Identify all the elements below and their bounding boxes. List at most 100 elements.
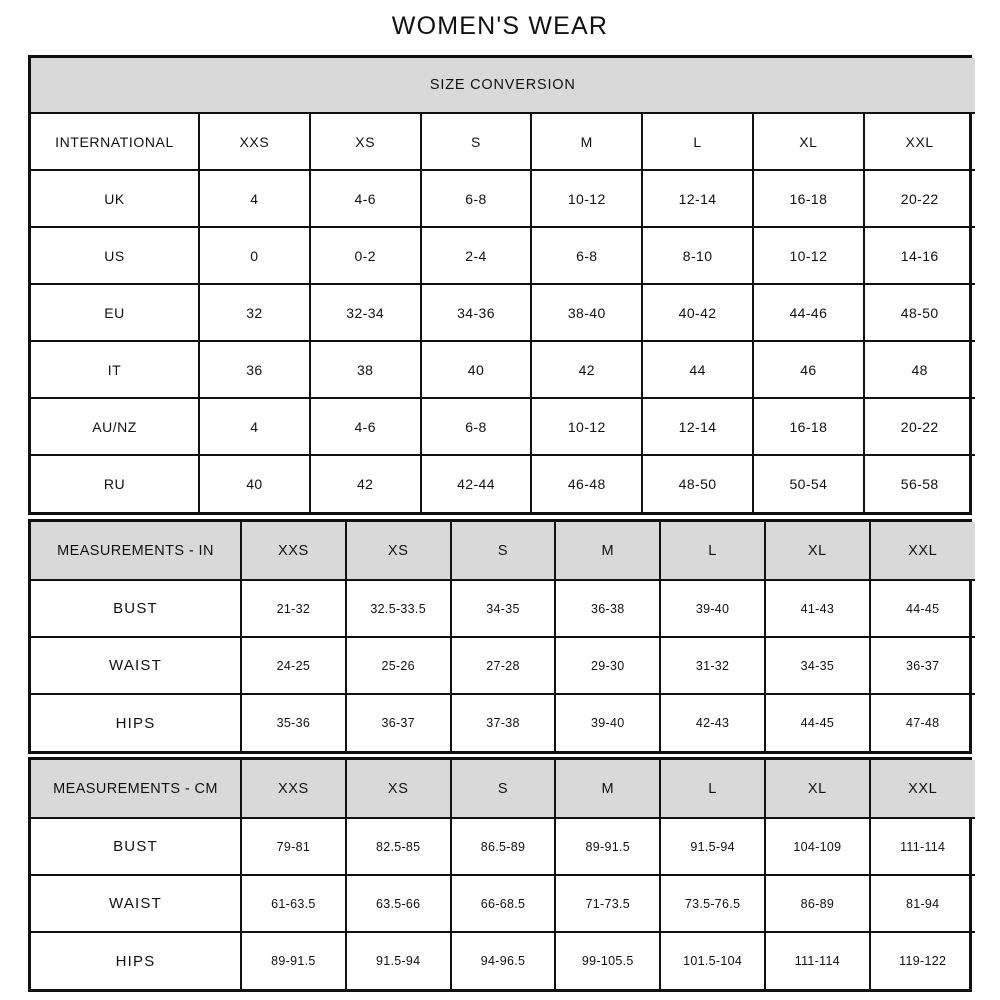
cell: 44-45 xyxy=(868,579,975,638)
cell: 40 xyxy=(198,454,311,512)
cell: 10-12 xyxy=(530,169,644,228)
column-header-s: S xyxy=(449,522,557,581)
cell: 119-122 xyxy=(868,931,975,989)
cell: 94-96.5 xyxy=(449,931,557,989)
cell: 36-37 xyxy=(344,693,452,751)
table-row: IT 36 38 40 42 44 46 48 xyxy=(31,340,975,399)
column-header-l: L xyxy=(641,112,754,171)
header-measurements-cm: MEASUREMENTS - CM xyxy=(31,760,242,819)
column-header-xxl: XXL xyxy=(868,760,975,819)
table-row: WAIST 24-25 25-26 27-28 29-30 31-32 34-3… xyxy=(31,636,975,695)
cell: 82.5-85 xyxy=(344,817,452,876)
cell: 40 xyxy=(419,340,533,399)
cell: 21-32 xyxy=(240,579,347,638)
cell: 29-30 xyxy=(554,636,662,695)
cell: 42-43 xyxy=(659,693,766,751)
row-label-bust: BUST xyxy=(31,579,242,638)
cell: 44-45 xyxy=(763,693,871,751)
table-row: WAIST 61-63.5 63.5-66 66-68.5 71-73.5 73… xyxy=(31,874,975,933)
cell: 34-35 xyxy=(449,579,557,638)
cell: 36 xyxy=(198,340,311,399)
column-header-l: L xyxy=(659,522,766,581)
cell: 4-6 xyxy=(308,169,422,228)
cell: 20-22 xyxy=(862,397,975,456)
row-label-eu: EU xyxy=(31,283,200,342)
cell: 34-35 xyxy=(763,636,871,695)
column-header-m: M xyxy=(554,760,662,819)
cell: 36-37 xyxy=(868,636,975,695)
cell: 79-81 xyxy=(240,817,347,876)
table-banner-row: SIZE CONVERSION xyxy=(31,58,975,114)
cell: 38-40 xyxy=(530,283,644,342)
cell: 32 xyxy=(198,283,311,342)
cell: 47-48 xyxy=(868,693,975,751)
cell: 35-36 xyxy=(240,693,347,751)
cell: 24-25 xyxy=(240,636,347,695)
cell: 89-91.5 xyxy=(240,931,347,989)
row-label-us: US xyxy=(31,226,200,285)
row-label-ru: RU xyxy=(31,454,200,512)
cell: 34-36 xyxy=(419,283,533,342)
cell: 16-18 xyxy=(751,397,865,456)
table-row: BUST 79-81 82.5-85 86.5-89 89-91.5 91.5-… xyxy=(31,817,975,876)
size-conversion-table: SIZE CONVERSION INTERNATIONAL XXS XS S M… xyxy=(28,55,975,515)
cell: 8-10 xyxy=(641,226,754,285)
column-header-xxs: XXS xyxy=(240,522,347,581)
row-label-bust: BUST xyxy=(31,817,242,876)
column-header-xs: XS xyxy=(344,760,452,819)
cell: 111-114 xyxy=(868,817,975,876)
cell: 86.5-89 xyxy=(449,817,557,876)
row-label-it: IT xyxy=(31,340,200,399)
measurements-inches-table: MEASUREMENTS - IN XXS XS S M L XL XXL BU… xyxy=(28,519,975,754)
cell: 91.5-94 xyxy=(659,817,766,876)
column-header-xxs: XXS xyxy=(240,760,347,819)
measurements-inches-grid: MEASUREMENTS - IN XXS XS S M L XL XXL BU… xyxy=(31,522,975,751)
cell: 46 xyxy=(751,340,865,399)
cell: 31-32 xyxy=(659,636,766,695)
row-label-waist: WAIST xyxy=(31,636,242,695)
cell: 40-42 xyxy=(641,283,754,342)
page-title: WOMEN'S WEAR xyxy=(391,12,609,40)
size-conversion-grid: SIZE CONVERSION INTERNATIONAL XXS XS S M… xyxy=(31,58,975,512)
cell: 4 xyxy=(198,397,311,456)
cell: 41-43 xyxy=(763,579,871,638)
column-header-international: INTERNATIONAL xyxy=(31,112,200,171)
cell: 39-40 xyxy=(659,579,766,638)
cell: 42 xyxy=(308,454,422,512)
cell: 12-14 xyxy=(641,397,754,456)
cell: 27-28 xyxy=(449,636,557,695)
cell: 10-12 xyxy=(751,226,865,285)
row-label-hips: HIPS xyxy=(31,931,242,989)
cell: 25-26 xyxy=(344,636,452,695)
column-header-xs: XS xyxy=(344,522,452,581)
cell: 42-44 xyxy=(419,454,533,512)
cell: 91.5-94 xyxy=(344,931,452,989)
measurements-cm-grid: MEASUREMENTS - CM XXS XS S M L XL XXL BU… xyxy=(31,760,975,989)
cell: 71-73.5 xyxy=(554,874,662,933)
cell: 10-12 xyxy=(530,397,644,456)
cell: 81-94 xyxy=(868,874,975,933)
cell: 48-50 xyxy=(862,283,975,342)
column-header-xl: XL xyxy=(751,112,865,171)
column-header-xs: XS xyxy=(308,112,422,171)
row-label-uk: UK xyxy=(31,169,200,228)
column-header-xxl: XXL xyxy=(868,522,975,581)
cell: 39-40 xyxy=(554,693,662,751)
cell: 48 xyxy=(862,340,975,399)
cell: 0-2 xyxy=(308,226,422,285)
cell: 73.5-76.5 xyxy=(659,874,766,933)
table-row: EU 32 32-34 34-36 38-40 40-42 44-46 48-5… xyxy=(31,283,975,342)
cell: 111-114 xyxy=(763,931,871,989)
cell: 86-89 xyxy=(763,874,871,933)
cell: 56-58 xyxy=(862,454,975,512)
cell: 32-34 xyxy=(308,283,422,342)
cell: 14-16 xyxy=(862,226,975,285)
cell: 4 xyxy=(198,169,311,228)
cell: 99-105.5 xyxy=(554,931,662,989)
table-row: AU/NZ 4 4-6 6-8 10-12 12-14 16-18 20-22 xyxy=(31,397,975,456)
column-header-xxs: XXS xyxy=(198,112,311,171)
cell: 0 xyxy=(198,226,311,285)
cell: 6-8 xyxy=(419,397,533,456)
column-header-s: S xyxy=(419,112,533,171)
